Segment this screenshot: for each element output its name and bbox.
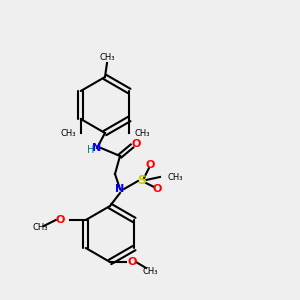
Text: H: H: [87, 145, 95, 155]
Text: CH₃: CH₃: [60, 128, 76, 137]
Text: CH₃: CH₃: [168, 172, 184, 182]
Text: O: O: [131, 139, 141, 149]
Text: CH₃: CH₃: [142, 266, 158, 275]
Text: N: N: [92, 143, 102, 153]
Text: CH₃: CH₃: [32, 224, 47, 232]
Text: O: O: [55, 215, 64, 225]
Text: O: O: [152, 184, 162, 194]
Text: CH₃: CH₃: [99, 52, 115, 62]
Text: O: O: [127, 257, 137, 267]
Text: CH₃: CH₃: [134, 128, 150, 137]
Text: N: N: [116, 184, 124, 194]
Text: O: O: [145, 160, 155, 170]
Text: S: S: [137, 175, 146, 188]
